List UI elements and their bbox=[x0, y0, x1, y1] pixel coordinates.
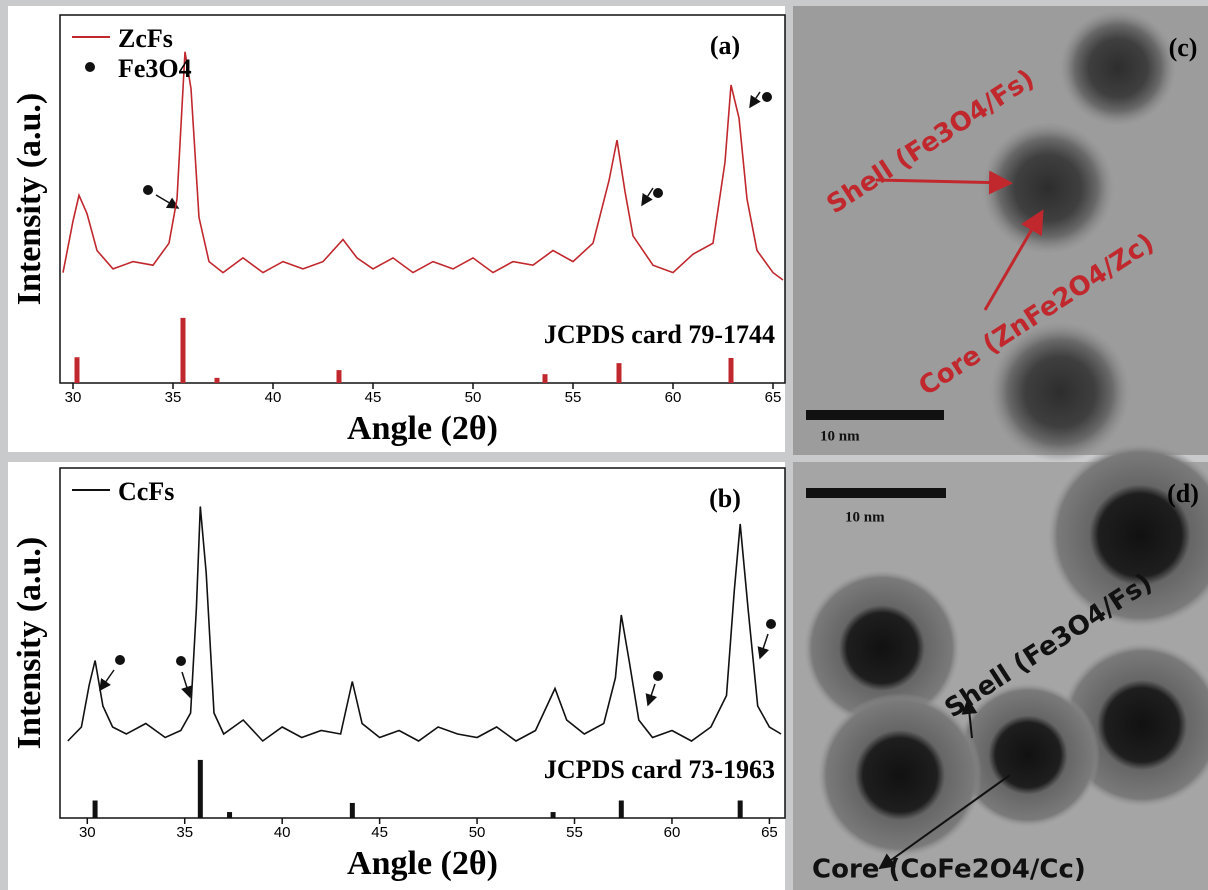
x-tick-label: 65 bbox=[765, 389, 782, 406]
legend-label: CcFs bbox=[118, 477, 174, 506]
scale-label: 10 nm bbox=[845, 509, 885, 525]
x-tick-label: 35 bbox=[176, 824, 193, 841]
x-tick-label: 45 bbox=[365, 389, 382, 406]
panel-label: (c) bbox=[1169, 33, 1198, 62]
reference-label: JCPDS card 73-1963 bbox=[544, 755, 775, 784]
x-tick-label: 65 bbox=[761, 824, 778, 841]
reference-stick bbox=[180, 317, 186, 383]
reference-stick bbox=[542, 374, 548, 383]
reference-stick bbox=[92, 800, 98, 818]
plot-frame bbox=[59, 14, 786, 384]
reference-stick bbox=[728, 357, 734, 383]
x-tick-label: 55 bbox=[565, 389, 582, 406]
y-axis-title: Intensity (a.u.) bbox=[11, 93, 48, 306]
legend-label: ZcFs bbox=[118, 24, 173, 53]
x-tick-label: 30 bbox=[65, 389, 82, 406]
x-tick-label: 40 bbox=[265, 389, 282, 406]
reference-stick bbox=[349, 802, 355, 818]
reference-stick bbox=[74, 357, 80, 383]
x-tick-label: 45 bbox=[371, 824, 388, 841]
x-tick-label: 55 bbox=[566, 824, 583, 841]
x-tick-label: 50 bbox=[469, 824, 486, 841]
x-tick-label: 60 bbox=[664, 824, 681, 841]
fe3o4-markers bbox=[115, 92, 776, 681]
x-tick-label: 40 bbox=[274, 824, 291, 841]
x-tick-label: 30 bbox=[79, 824, 96, 841]
core-label: Core (CoFe2O4/Cc) bbox=[812, 855, 1086, 885]
reference-stick bbox=[336, 370, 342, 383]
x-axis-title: Angle (2θ) bbox=[347, 410, 498, 447]
reference-label: JCPDS card 79-1744 bbox=[544, 320, 775, 349]
legend-marker bbox=[85, 62, 95, 72]
x-tick-label: 60 bbox=[665, 389, 682, 406]
panel-label: (b) bbox=[709, 484, 741, 513]
reference-stick bbox=[197, 759, 203, 818]
x-axis-title: Angle (2θ) bbox=[347, 845, 498, 882]
panel-label: (a) bbox=[710, 31, 740, 60]
reference-stick bbox=[227, 812, 233, 818]
reference-stick bbox=[616, 363, 622, 383]
panel-label: (d) bbox=[1167, 479, 1199, 508]
legend-label: Fe3O4 bbox=[118, 54, 192, 83]
line-series bbox=[62, 51, 784, 281]
reference-stick bbox=[214, 377, 220, 383]
tem-image-d bbox=[793, 443, 1208, 890]
line-series bbox=[67, 506, 782, 743]
y-axis-title: Intensity (a.u.) bbox=[11, 537, 48, 750]
x-tick-label: 50 bbox=[465, 389, 482, 406]
x-tick-label: 35 bbox=[165, 389, 182, 406]
panel-bg bbox=[8, 6, 785, 452]
tem-image-c bbox=[793, 6, 1208, 462]
arrow bbox=[875, 170, 1013, 195]
reference-stick bbox=[737, 800, 743, 818]
scale-label: 10 nm bbox=[820, 428, 860, 444]
fe3o4-arrows bbox=[99, 91, 770, 707]
plot-frame bbox=[59, 467, 786, 819]
reference-stick bbox=[550, 812, 556, 818]
arrow bbox=[983, 209, 1044, 311]
reference-stick bbox=[618, 800, 624, 818]
